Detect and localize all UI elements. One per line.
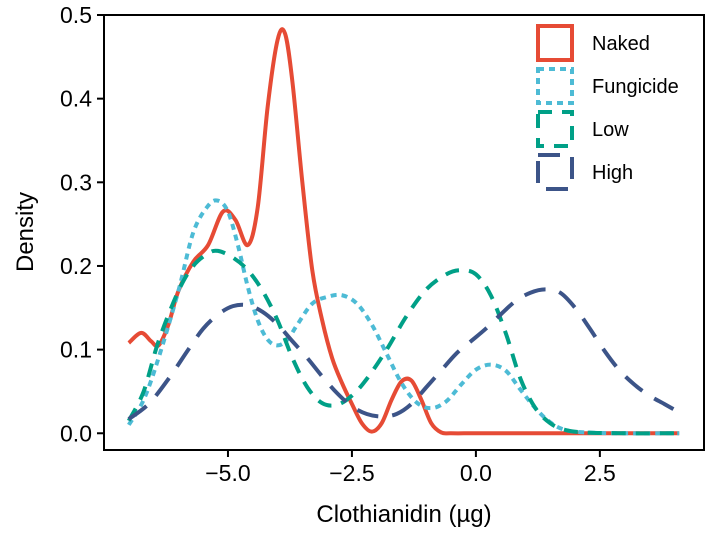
x-tick-label: 0.0: [460, 460, 492, 486]
y-tick-label: 0.3: [60, 169, 92, 195]
series-line-fungicide: [127, 198, 680, 436]
legend-label-high: High: [592, 162, 633, 184]
x-axis: −5.0 −2.5 0.0 2.5: [205, 450, 616, 486]
series-layer: [127, 27, 681, 436]
series-line-low: [127, 248, 680, 436]
y-tick-label: 0.2: [60, 253, 92, 279]
legend-key-high: [536, 153, 574, 191]
y-tick-label: 0.5: [60, 2, 92, 28]
x-axis-title: Clothianidin (µg): [316, 501, 491, 528]
legend-label-fungicide: Fungicide: [592, 76, 679, 98]
legend-key-low: [536, 110, 574, 148]
legend-label-low: Low: [592, 119, 629, 141]
y-tick-label: 0.4: [60, 86, 92, 112]
series-line-naked: [127, 27, 680, 436]
series-line-high: [127, 287, 681, 421]
x-tick-label: 2.5: [584, 460, 616, 486]
y-tick-label: 0.0: [60, 420, 92, 446]
legend-label-naked: Naked: [592, 33, 650, 55]
x-tick-label: −5.0: [205, 460, 250, 486]
legend-key-fungicide: [536, 67, 574, 105]
y-tick-label: 0.1: [60, 337, 92, 363]
x-tick-label: −2.5: [329, 460, 374, 486]
y-axis: 0.0 0.1 0.2 0.3 0.4 0.5: [60, 2, 104, 446]
legend-key-naked: [536, 24, 574, 62]
y-axis-title: Density: [12, 192, 39, 272]
legend: Naked Fungicide Low High: [536, 24, 679, 191]
